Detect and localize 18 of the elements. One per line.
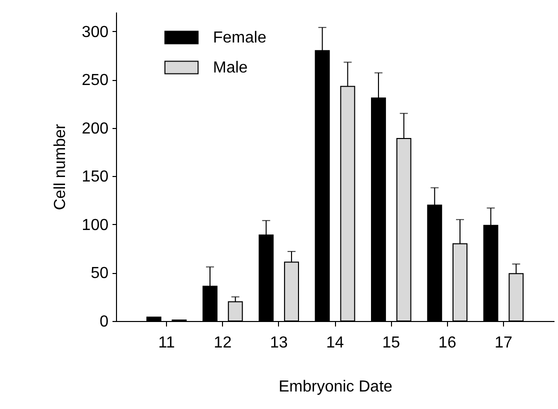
x-axis-title: Embryonic Date xyxy=(278,378,393,396)
y-tick-label: 50 xyxy=(90,265,109,282)
y-tick-label: 150 xyxy=(82,168,109,186)
y-tick-label: 250 xyxy=(82,72,109,90)
y-tick-label: 0 xyxy=(100,314,109,330)
x-tick-label: 16 xyxy=(438,334,456,352)
x-tick-label: 13 xyxy=(270,334,288,352)
x-tick-label: 14 xyxy=(326,334,344,352)
y-tick-label: 200 xyxy=(82,120,109,138)
y-axis-title: Cell number xyxy=(52,123,69,210)
x-tick-label: 15 xyxy=(382,334,400,352)
x-tick-label: 11 xyxy=(158,334,175,352)
legend-label: Female xyxy=(213,30,266,46)
y-tick-label: 300 xyxy=(82,24,109,41)
x-tick-label: 17 xyxy=(494,334,512,352)
legend-label: Male xyxy=(213,60,248,76)
x-tick-label: 12 xyxy=(214,334,232,352)
y-tick-label: 100 xyxy=(82,216,109,234)
